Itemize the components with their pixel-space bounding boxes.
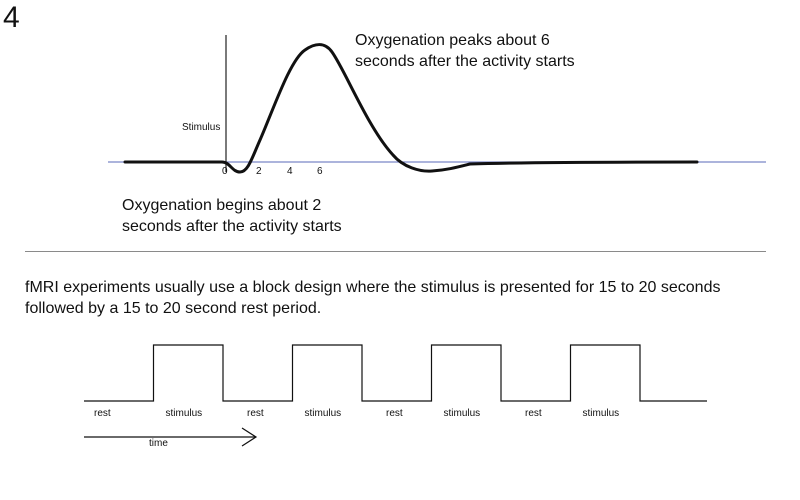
block-label-stimulus: stimulus [305, 408, 342, 419]
block-design-description: fMRI experiments usually use a block des… [25, 277, 720, 319]
peak-annotation-line-1: Oxygenation peaks about 6 [355, 32, 550, 49]
peak-annotation: Oxygenation peaks about 6 seconds after … [355, 30, 575, 72]
onset-annotation-line-2: seconds after the activity starts [122, 218, 342, 235]
stimulus-label: Stimulus [182, 122, 220, 133]
onset-annotation-line-1: Oxygenation begins about 2 [122, 197, 322, 214]
time-label: time [149, 438, 168, 449]
block-label-rest: rest [386, 408, 403, 419]
section-divider [25, 251, 766, 252]
tick-label-2: 2 [256, 166, 262, 177]
tick-label-6: 6 [317, 166, 323, 177]
block-label-stimulus: stimulus [583, 408, 620, 419]
description-line-2: followed by a 15 to 20 second rest perio… [25, 300, 322, 317]
block-label-rest: rest [525, 408, 542, 419]
description-line-1: fMRI experiments usually use a block des… [25, 279, 721, 296]
block-label-stimulus: stimulus [166, 408, 203, 419]
peak-annotation-line-2: seconds after the activity starts [355, 53, 575, 70]
time-arrow-head [241, 427, 258, 447]
block-label-rest: rest [247, 408, 264, 419]
tick-label-4: 4 [287, 166, 293, 177]
block-design-waveform [84, 344, 707, 402]
hemodynamic-response-diagram: Stimulus 0 2 4 6 [108, 35, 766, 177]
onset-annotation: Oxygenation begins about 2 seconds after… [122, 195, 342, 237]
block-labels: rest stimulus rest stimulus rest stimulus rest… [94, 408, 619, 419]
tick-label-0: 0 [222, 166, 228, 177]
block-label-stimulus: stimulus [444, 408, 481, 419]
slide-number: 4 [3, 1, 20, 34]
block-label-rest: rest [94, 408, 111, 419]
bold-response-curve [123, 43, 699, 174]
